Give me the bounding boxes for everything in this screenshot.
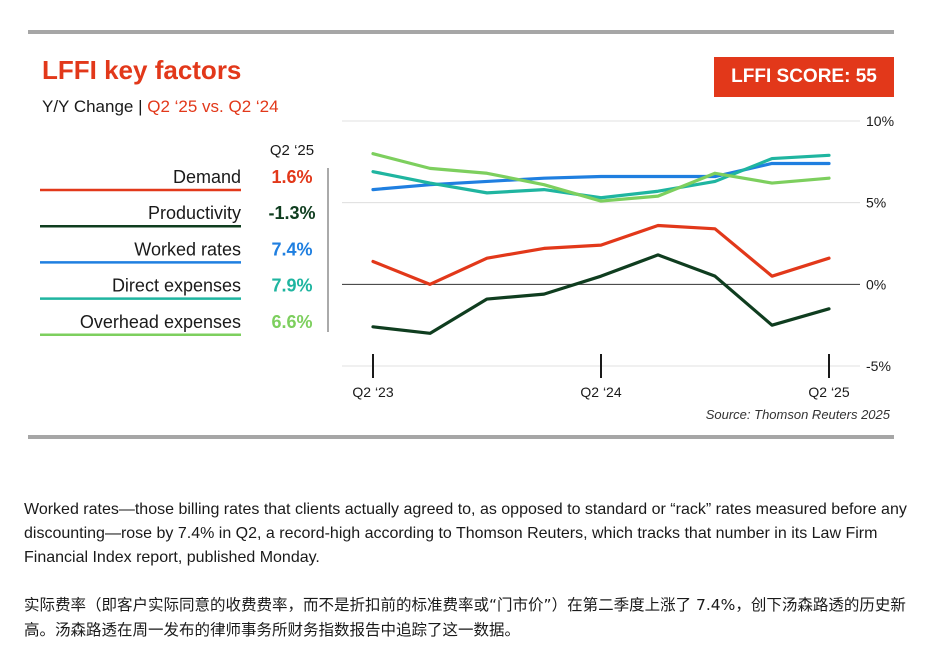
legend-value-productivity: -1.3% [268,203,315,223]
chart-subtitle: Y/Y Change | Q2 ‘25 vs. Q2 ‘24 [42,97,279,117]
legend-value-direct-expenses: 7.9% [271,276,312,296]
article-paragraph-english: Worked rates—those billing rates that cl… [24,501,907,566]
legend-label-demand: Demand [173,167,241,187]
legend-label-worked-rates: Worked rates [134,239,241,259]
lffi-score-badge: LFFI SCORE: 55 [714,57,894,97]
legend-value-worked-rates: 7.4% [271,239,312,259]
x-tick-label: Q2 ‘25 [808,384,849,400]
subtitle-prefix: Y/Y Change | [42,97,148,116]
legend-label-overhead-expenses: Overhead expenses [80,312,241,332]
series-line-overhead-expenses [371,152,831,203]
chart-lines [371,152,831,335]
legend-value-demand: 1.6% [271,167,312,187]
chart-title: LFFI key factors [42,55,242,85]
series-line-demand [371,223,831,286]
legend-label-productivity: Productivity [148,203,241,223]
top-rule [28,30,894,34]
series-line-direct-expenses [371,153,831,200]
y-tick-label: 0% [866,276,886,292]
chart-area: Q2 ‘25 Demand 1.6% Productivity -1.3% Worked … [40,113,894,400]
x-tick-label: Q2 ‘24 [580,384,621,400]
article-paragraph-chinese: 实际费率（即客户实际同意的收费费率，而不是折扣前的标准费率或“门市价”）在第二季… [24,596,906,639]
legend-column-header: Q2 ‘25 [270,142,314,159]
source-note: Source: Thomson Reuters 2025 [705,407,890,422]
legend-value-overhead-expenses: 6.6% [271,312,312,332]
y-tick-label: -5% [866,358,891,374]
legend-label-direct-expenses: Direct expenses [112,276,241,296]
y-tick-label: 5% [866,195,886,211]
legend-table: Q2 ‘25 Demand 1.6% Productivity -1.3% Worked … [40,142,329,337]
x-tick-label: Q2 ‘23 [352,384,393,400]
series-line-productivity [371,253,831,335]
subtitle-period: Q2 ‘25 vs. Q2 ‘24 [147,97,279,116]
y-tick-label: 10% [866,113,894,129]
bottom-rule [28,435,894,439]
